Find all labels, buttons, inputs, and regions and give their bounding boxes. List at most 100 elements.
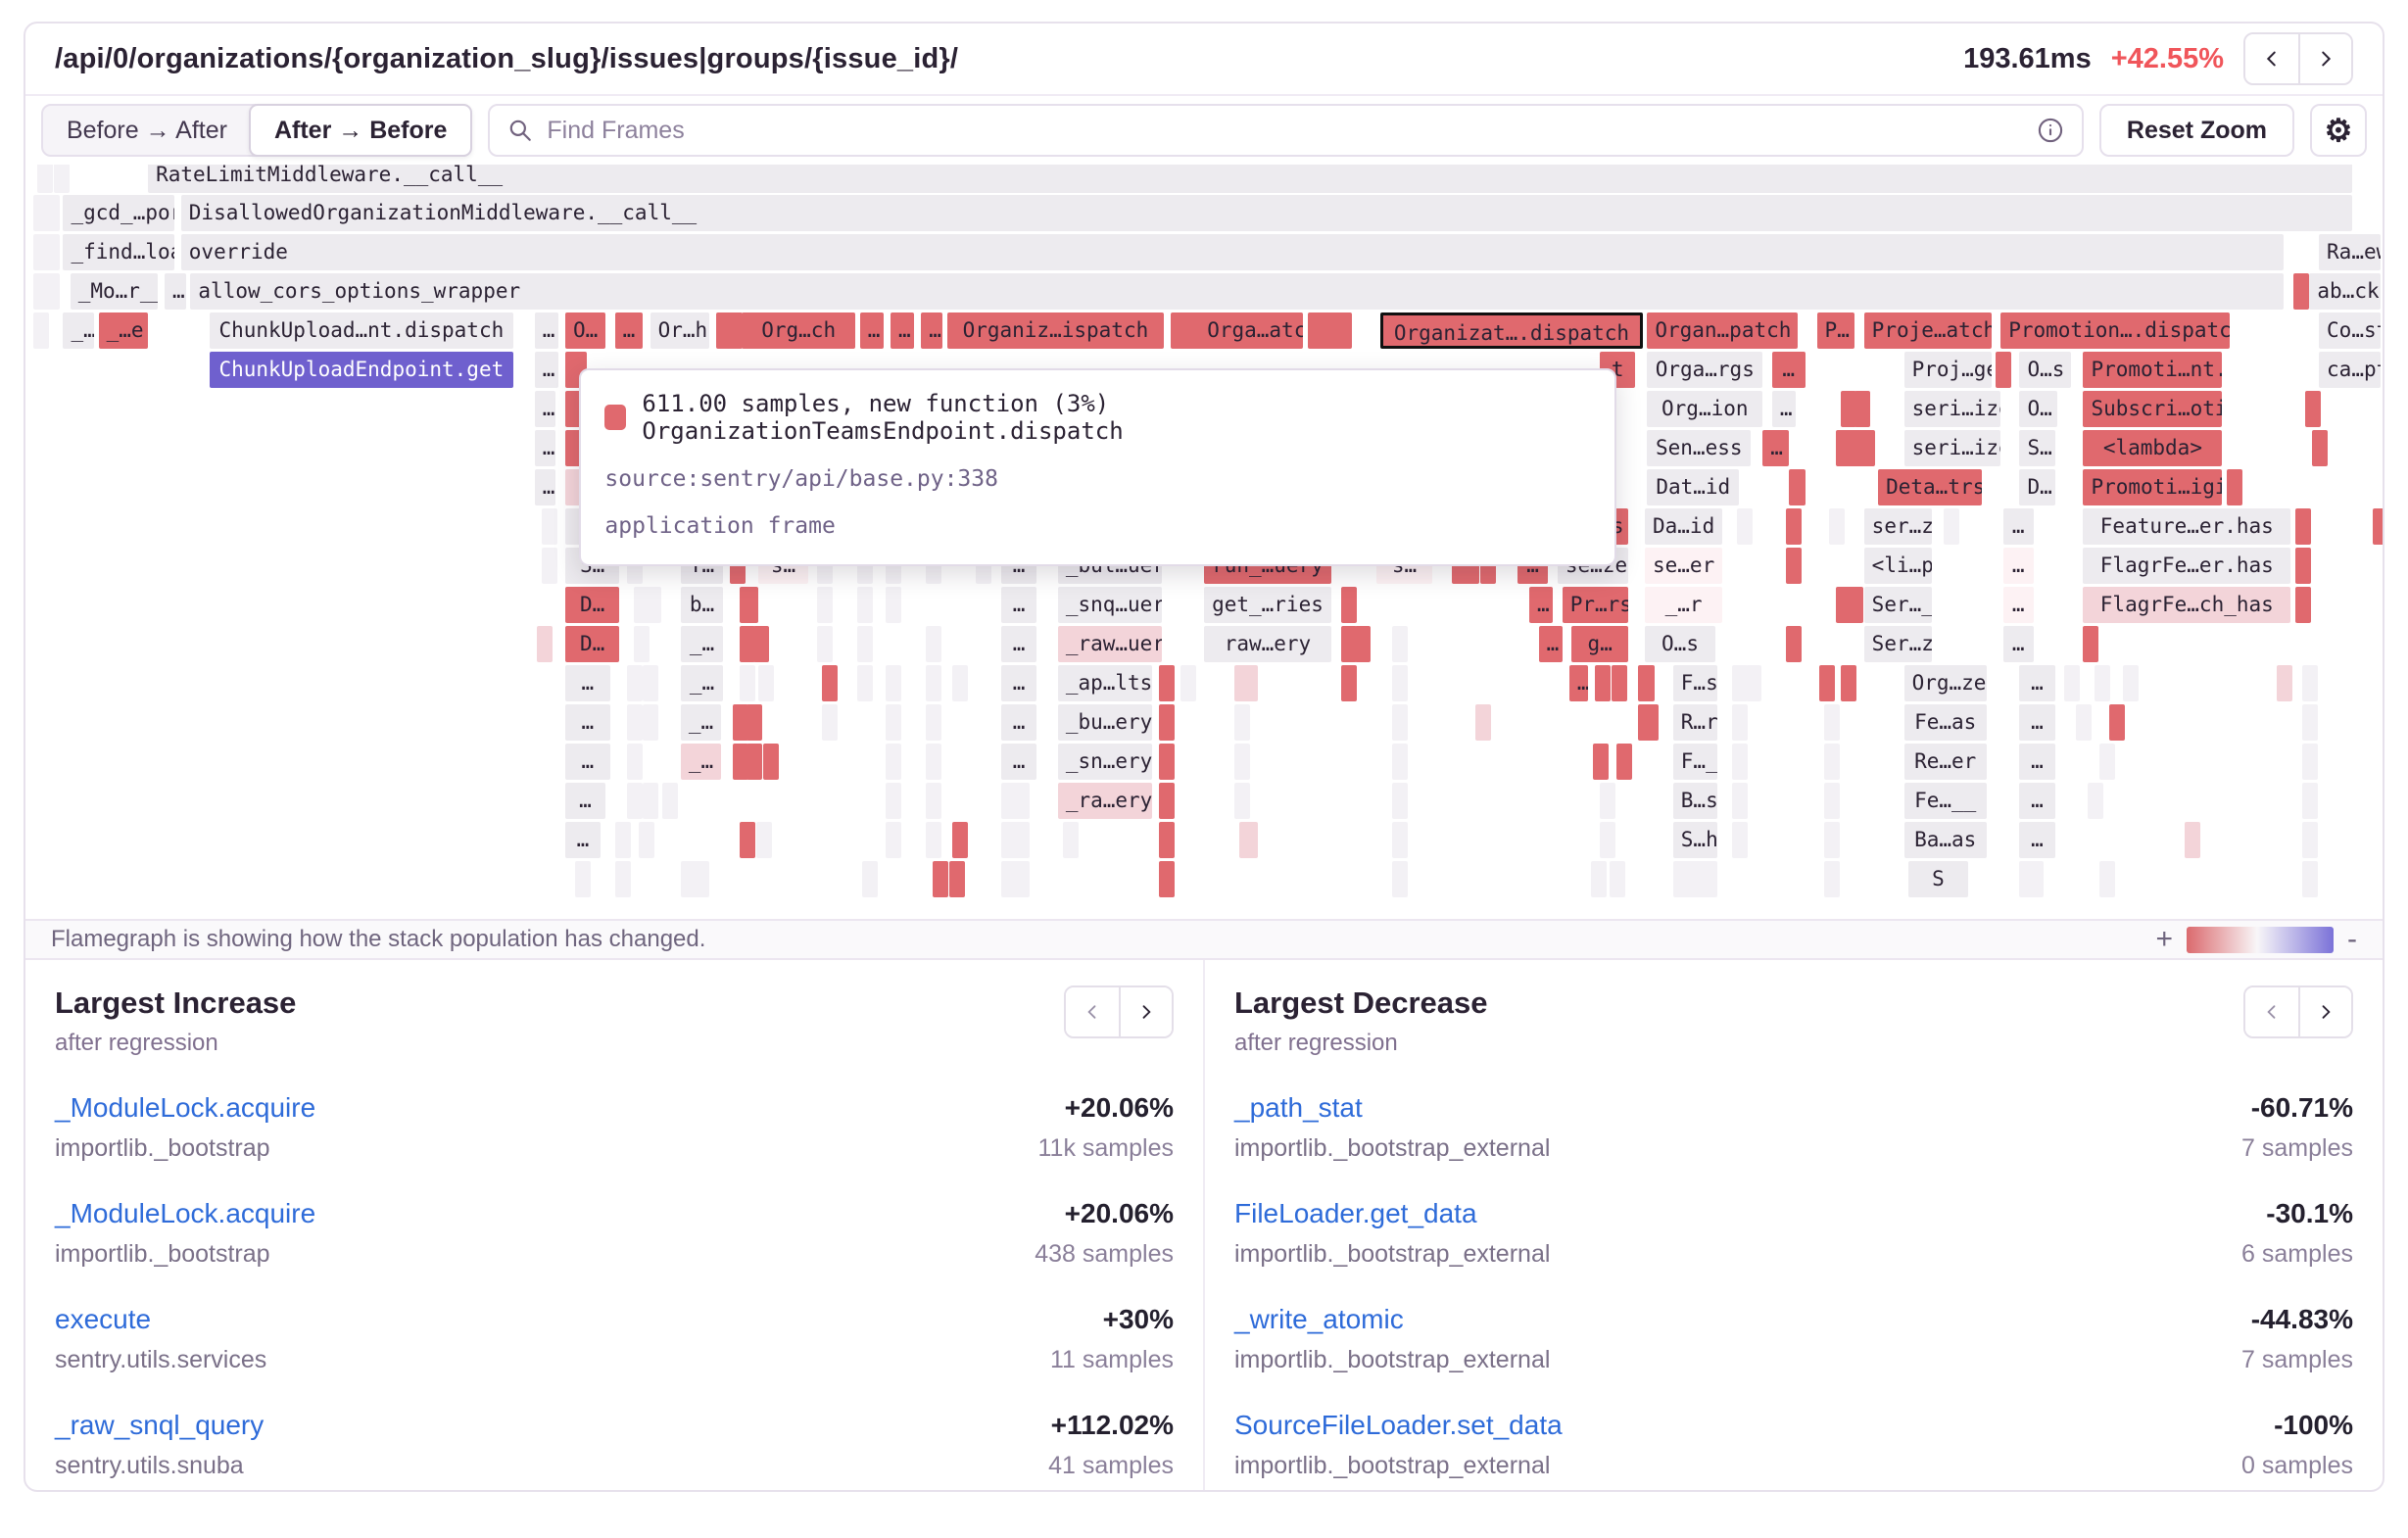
flame-frame[interactable]: [817, 626, 834, 662]
flame-frame[interactable]: B…s: [1672, 783, 1718, 819]
flame-frame[interactable]: …: [2002, 548, 2034, 584]
flame-frame[interactable]: [1600, 783, 1616, 819]
flame-frame[interactable]: D…: [564, 626, 620, 662]
flame-frame[interactable]: _sn…ery: [1057, 744, 1153, 780]
flame-frame[interactable]: S…: [2019, 430, 2055, 466]
flame-frame[interactable]: ab…ck: [2309, 273, 2381, 310]
flame-frame[interactable]: S…h: [1672, 822, 1718, 858]
flame-frame[interactable]: [1159, 783, 1176, 819]
flame-frame[interactable]: …: [2019, 822, 2055, 858]
flame-frame[interactable]: [2302, 744, 2319, 780]
flame-frame[interactable]: …: [1001, 665, 1037, 701]
flame-frame[interactable]: [1944, 508, 1960, 545]
flame-frame[interactable]: [1234, 783, 1251, 819]
flame-frame[interactable]: [886, 587, 902, 623]
flame-frame[interactable]: [1835, 587, 1852, 623]
flame-frame[interactable]: Sen…ess: [1647, 430, 1752, 466]
flame-frame[interactable]: [1595, 665, 1612, 701]
flame-frame[interactable]: [638, 822, 654, 858]
flame-frame[interactable]: [1746, 665, 1762, 701]
flame-frame[interactable]: [1159, 861, 1176, 897]
flame-frame[interactable]: Da…id: [1644, 508, 1723, 545]
flame-frame[interactable]: [537, 626, 554, 662]
flame-frame[interactable]: [44, 273, 61, 310]
flame-frame[interactable]: …: [2019, 665, 2055, 701]
flame-frame[interactable]: [2099, 861, 2116, 897]
flame-frame[interactable]: O…s: [2019, 352, 2072, 388]
flamegraph-canvas[interactable]: RateLimitMiddleware.__call___gcd_…portDi…: [25, 165, 2383, 919]
flame-frame[interactable]: [1847, 587, 1863, 623]
reset-zoom-button[interactable]: Reset Zoom: [2098, 104, 2294, 157]
flame-frame[interactable]: [886, 704, 902, 741]
flame-frame[interactable]: [740, 822, 756, 858]
flame-frame[interactable]: …: [564, 783, 605, 819]
flame-frame[interactable]: [817, 587, 834, 623]
flame-frame[interactable]: [2292, 273, 2309, 310]
flame-frame[interactable]: b…: [680, 587, 724, 623]
flame-frame[interactable]: [1731, 822, 1748, 858]
settings-button[interactable]: ⚙: [2310, 104, 2367, 157]
flame-frame[interactable]: [1239, 822, 1259, 858]
flame-frame[interactable]: R…r: [1672, 704, 1718, 741]
flame-frame[interactable]: [2302, 822, 2319, 858]
flame-frame[interactable]: [541, 508, 557, 545]
flame-frame[interactable]: [1392, 783, 1409, 819]
flame-frame[interactable]: [645, 587, 661, 623]
flame-frame[interactable]: [574, 861, 591, 897]
flame-frame[interactable]: Re…er: [1903, 744, 1987, 780]
flame-frame[interactable]: [564, 391, 582, 427]
flame-frame[interactable]: [1392, 665, 1409, 701]
flame-frame[interactable]: [1847, 430, 1863, 466]
flame-frame[interactable]: [926, 665, 942, 701]
flame-frame[interactable]: …: [564, 822, 602, 858]
flame-frame[interactable]: [680, 861, 709, 897]
flame-frame[interactable]: _…r: [1644, 587, 1723, 623]
flame-frame[interactable]: …: [1568, 665, 1589, 701]
flame-frame[interactable]: [1823, 822, 1840, 858]
flame-frame[interactable]: [1392, 822, 1409, 858]
flame-frame[interactable]: DisallowedOrganizationMiddleware.__call_…: [180, 195, 2352, 231]
flame-frame[interactable]: [1340, 587, 1357, 623]
flame-frame[interactable]: [1828, 508, 1845, 545]
flame-frame[interactable]: F…s: [1672, 665, 1718, 701]
find-frames-search[interactable]: Find Frames: [488, 104, 2084, 157]
flame-frame[interactable]: FlagrFe…ch_has: [2083, 587, 2291, 623]
flame-frame[interactable]: se…er: [1644, 548, 1723, 584]
increase-function-link[interactable]: _ModuleLock.acquire: [55, 1092, 316, 1123]
flame-frame[interactable]: [2088, 783, 2104, 819]
flame-frame[interactable]: [1590, 861, 1607, 897]
flame-frame[interactable]: [633, 626, 650, 662]
flame-frame[interactable]: [758, 665, 775, 701]
flame-frame[interactable]: [33, 312, 50, 349]
flame-frame[interactable]: …: [164, 273, 186, 310]
increase-function-link[interactable]: _ModuleLock.acquire: [55, 1198, 316, 1228]
flame-frame[interactable]: [886, 822, 902, 858]
flame-frame[interactable]: [2304, 391, 2321, 427]
flame-frame[interactable]: [1234, 704, 1251, 741]
flame-frame[interactable]: Ra…ew: [2319, 234, 2381, 270]
flame-frame[interactable]: [1062, 822, 1079, 858]
flame-frame[interactable]: [1159, 744, 1176, 780]
flame-frame[interactable]: Subscri…otions: [2083, 391, 2223, 427]
flame-frame[interactable]: Dat…id: [1647, 469, 1740, 505]
flame-frame[interactable]: [732, 704, 748, 741]
flame-frame[interactable]: [564, 430, 581, 466]
flame-frame[interactable]: ser…ze: [1863, 508, 1933, 545]
flame-frame[interactable]: [1672, 861, 1718, 897]
decrease-prev-button[interactable]: [2245, 987, 2298, 1036]
flame-frame[interactable]: Promotion….dispatch: [2000, 312, 2230, 349]
flame-frame[interactable]: [1823, 783, 1840, 819]
flame-frame[interactable]: ca…pt: [2319, 352, 2381, 388]
flame-frame[interactable]: [1835, 430, 1852, 466]
flame-frame[interactable]: [2184, 822, 2200, 858]
flame-frame[interactable]: …: [534, 312, 558, 349]
decrease-function-link[interactable]: FileLoader.get_data: [1234, 1198, 1477, 1228]
flame-frame[interactable]: …: [564, 665, 610, 701]
flame-frame[interactable]: …: [1001, 587, 1037, 623]
flame-frame[interactable]: …: [564, 704, 610, 741]
flame-frame[interactable]: Ba…as: [1903, 822, 1987, 858]
flame-frame[interactable]: [763, 744, 780, 780]
flame-frame[interactable]: seri…ize: [1903, 430, 2001, 466]
flame-frame[interactable]: …: [1529, 587, 1554, 623]
flame-frame[interactable]: Organ…patch: [1647, 312, 1799, 349]
